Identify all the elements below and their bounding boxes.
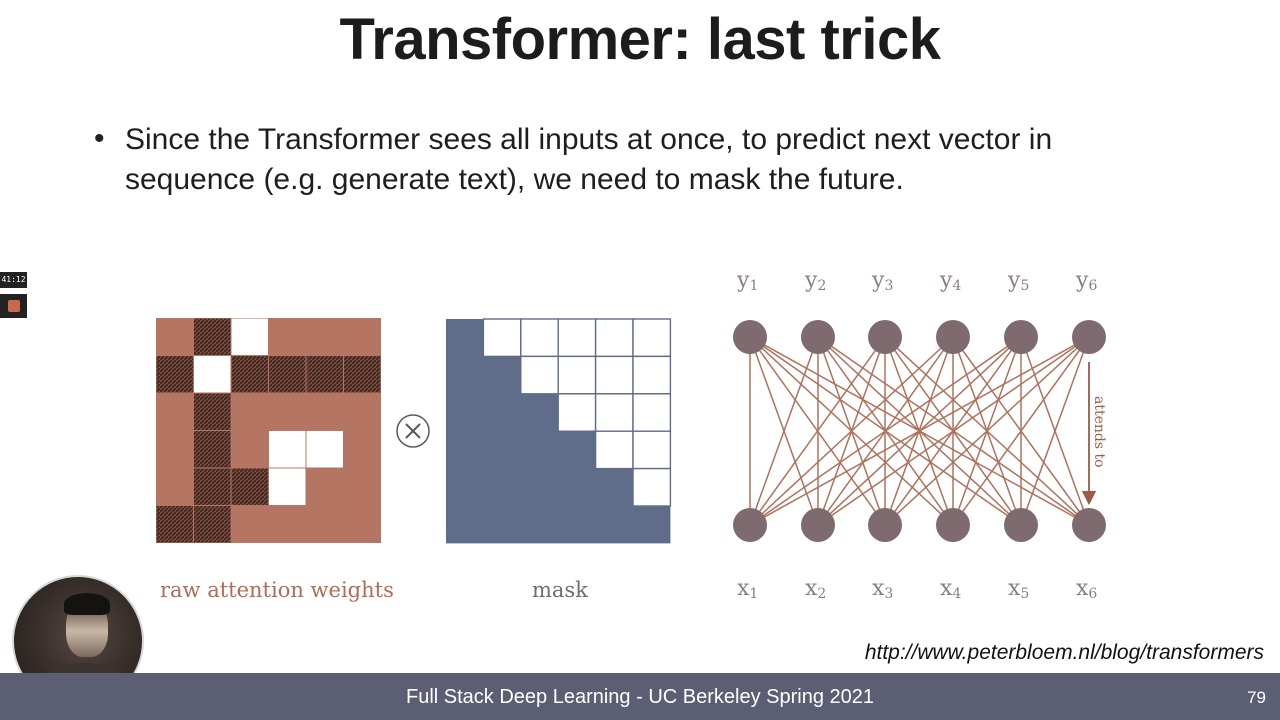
raw-matrix-cell xyxy=(194,393,231,430)
attention-edge xyxy=(749,336,886,526)
input-node xyxy=(733,508,767,542)
mask-cell xyxy=(632,318,672,358)
raw-matrix-cell xyxy=(306,356,343,393)
raw-matrix-cell xyxy=(156,356,193,393)
attention-edge xyxy=(952,336,1090,526)
raw-matrix-cell xyxy=(194,431,231,468)
raw-matrix-cell xyxy=(156,506,193,543)
mask-cell xyxy=(594,318,634,358)
webcam-hair xyxy=(64,593,110,615)
multiply-operator xyxy=(396,414,430,448)
recording-timer[interactable]: 41:12 xyxy=(0,272,27,288)
attention-edge xyxy=(1020,336,1090,526)
raw-matrix-cell xyxy=(269,356,306,393)
attention-nodes xyxy=(733,320,1106,542)
output-node xyxy=(936,320,970,354)
node-label: x3 xyxy=(872,576,893,602)
mask-cell xyxy=(520,318,559,358)
mask-cell xyxy=(557,393,597,432)
raw-matrix-cell xyxy=(194,468,231,505)
footer-bar xyxy=(0,673,1280,720)
mask-matrix xyxy=(446,318,672,544)
record-icon[interactable] xyxy=(8,300,20,312)
node-label: y2 xyxy=(804,268,826,294)
node-labels: y1 y2 y3 y4 y5 y6 x1 x2 x3 x4 x5 x6 xyxy=(736,268,1097,602)
attention-edge xyxy=(749,336,954,526)
mask-cell xyxy=(594,355,634,395)
input-node xyxy=(868,508,902,542)
raw-matrix-cell xyxy=(231,468,268,505)
raw-matrix-cell xyxy=(194,356,231,393)
node-label: x2 xyxy=(805,576,826,602)
output-node xyxy=(1072,320,1106,354)
mask-cell xyxy=(482,318,522,358)
input-node xyxy=(936,508,970,542)
mask-cell xyxy=(632,355,672,395)
bullet-marker: • xyxy=(94,122,105,155)
caption-raw-attention: raw attention weights xyxy=(160,578,394,602)
node-label: y1 xyxy=(736,268,758,294)
attention-edge xyxy=(749,336,1090,526)
raw-matrix-cell xyxy=(269,431,306,468)
caption-mask: mask xyxy=(532,578,588,602)
raw-matrix-cell xyxy=(269,468,306,505)
multiply-circle xyxy=(396,414,430,448)
page-number: 79 xyxy=(1247,688,1266,707)
source-url[interactable]: http://www.peterbloem.nl/blog/transforme… xyxy=(864,641,1264,664)
node-label: y6 xyxy=(1075,268,1097,294)
attends-to-label: attends to xyxy=(1091,396,1107,468)
node-label: x6 xyxy=(1076,576,1097,602)
output-node xyxy=(801,320,835,354)
raw-matrix-cell xyxy=(231,318,268,355)
attention-edge xyxy=(817,336,1090,526)
output-node xyxy=(733,320,767,354)
input-node xyxy=(801,508,835,542)
mask-cell xyxy=(594,393,634,432)
raw-matrix-cell xyxy=(194,506,231,543)
node-label: x1 xyxy=(737,576,758,602)
mask-cell xyxy=(632,430,672,470)
raw-matrix-cell xyxy=(194,318,231,355)
node-label: x4 xyxy=(940,576,961,602)
attention-edges xyxy=(749,336,1090,526)
mask-cell xyxy=(557,355,597,395)
mask-cell xyxy=(632,467,672,507)
attention-edge xyxy=(884,336,1090,526)
node-label: x5 xyxy=(1008,576,1029,602)
raw-matrix-bg xyxy=(156,318,381,543)
input-node xyxy=(1072,508,1106,542)
bullet-text: Since the Transformer sees all inputs at… xyxy=(125,123,1053,196)
raw-attention-matrix xyxy=(156,318,381,543)
node-label: y5 xyxy=(1007,268,1029,294)
node-label: y4 xyxy=(939,268,961,294)
mask-cell xyxy=(594,430,634,470)
node-label: y3 xyxy=(871,268,893,294)
output-node xyxy=(868,320,902,354)
attention-edge xyxy=(749,336,819,526)
raw-matrix-cell xyxy=(231,356,268,393)
attention-diagram: y1 y2 y3 y4 y5 y6 x1 x2 x3 x4 x5 x6 attends to xyxy=(156,268,1107,602)
mask-cell xyxy=(632,393,672,432)
output-node xyxy=(1004,320,1038,354)
input-node xyxy=(1004,508,1038,542)
raw-matrix-cell xyxy=(306,431,343,468)
mask-cell xyxy=(557,318,597,358)
slide-title: Transformer: last trick xyxy=(339,7,941,72)
multiply-stroke-2 xyxy=(405,423,421,439)
attention-edge xyxy=(749,336,1022,526)
raw-matrix-cell xyxy=(344,356,381,393)
mask-cell xyxy=(520,355,559,395)
footer-text: Full Stack Deep Learning - UC Berkeley S… xyxy=(405,686,875,708)
